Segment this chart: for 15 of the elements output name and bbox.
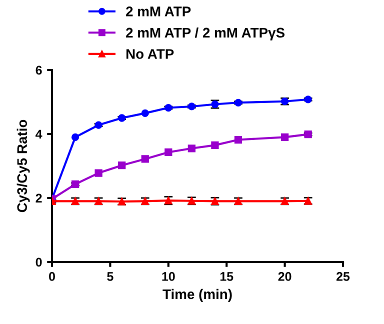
x-tick-label: 10 (162, 272, 175, 281)
x-tick-label: 25 (336, 272, 350, 281)
legend-label: 2 mM ATP (126, 6, 191, 16)
legend-label: 2 mM ATP / 2 mM ATPγS (126, 27, 285, 40)
y-tick-label: 6 (36, 66, 42, 75)
x-tick-label: 20 (278, 272, 292, 281)
x-axis-title: Time (min) (162, 288, 232, 302)
x-tick-label: 0 (49, 272, 55, 281)
y-tick-label: 0 (36, 258, 42, 267)
y-tick-label: 4 (36, 130, 42, 139)
x-tick-label: 5 (107, 272, 114, 281)
legend-label: No ATP (126, 49, 174, 59)
y-tick-label: 2 (36, 194, 42, 203)
x-tick-label: 15 (220, 272, 234, 281)
y-axis-title: Cy3/Cy5 Ratio (16, 120, 30, 212)
